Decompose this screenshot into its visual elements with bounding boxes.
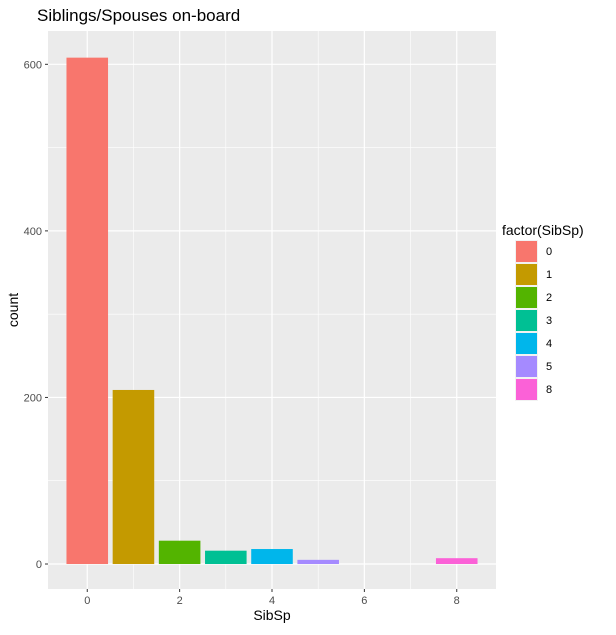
legend-swatch: [516, 287, 537, 308]
legend-label: 0: [546, 246, 552, 258]
y-tick-label: 400: [24, 226, 42, 238]
x-axis-ticks: 0 2 4 6 8: [84, 589, 460, 607]
bar-sibsp-8: [435, 558, 478, 565]
legend-swatch: [516, 264, 537, 285]
y-axis-ticks: 0 200 400 600: [24, 59, 48, 571]
bar-sibsp-4: [251, 549, 293, 565]
legend-swatch: [516, 241, 537, 262]
y-tick-label: 200: [24, 392, 42, 404]
x-tick-label: 2: [177, 595, 183, 607]
legend-items: 0 1 2 3 4 5 8: [515, 240, 552, 401]
x-tick-label: 0: [84, 595, 90, 607]
chart-title: Siblings/Spouses on-board: [37, 6, 240, 25]
bar-sibsp-5: [297, 559, 339, 565]
legend-label: 5: [546, 361, 552, 373]
bars: [66, 57, 478, 565]
bar-sibsp-0: [66, 57, 109, 565]
legend-title: factor(SibSp): [502, 222, 584, 238]
legend-label: 8: [546, 384, 552, 396]
x-tick-label: 6: [361, 595, 367, 607]
bar-sibsp-2: [158, 540, 201, 565]
x-tick-label: 4: [269, 595, 275, 607]
y-tick-label: 600: [24, 59, 42, 71]
x-tick-label: 8: [454, 595, 460, 607]
legend-label: 3: [546, 315, 552, 327]
legend-swatch: [516, 310, 537, 331]
bar-sibsp-1: [112, 389, 155, 565]
x-axis-label: SibSp: [253, 607, 291, 623]
y-tick-label: 0: [36, 559, 42, 571]
y-axis-label: count: [5, 293, 21, 327]
bar-sibsp-3: [205, 550, 247, 565]
legend-label: 2: [546, 292, 552, 304]
legend-swatch: [516, 379, 537, 400]
legend: factor(SibSp) 0 1 2 3 4 5 8: [502, 222, 584, 401]
legend-label: 1: [546, 269, 552, 281]
legend-swatch: [516, 356, 537, 377]
legend-label: 4: [546, 338, 552, 350]
legend-swatch: [516, 333, 537, 354]
